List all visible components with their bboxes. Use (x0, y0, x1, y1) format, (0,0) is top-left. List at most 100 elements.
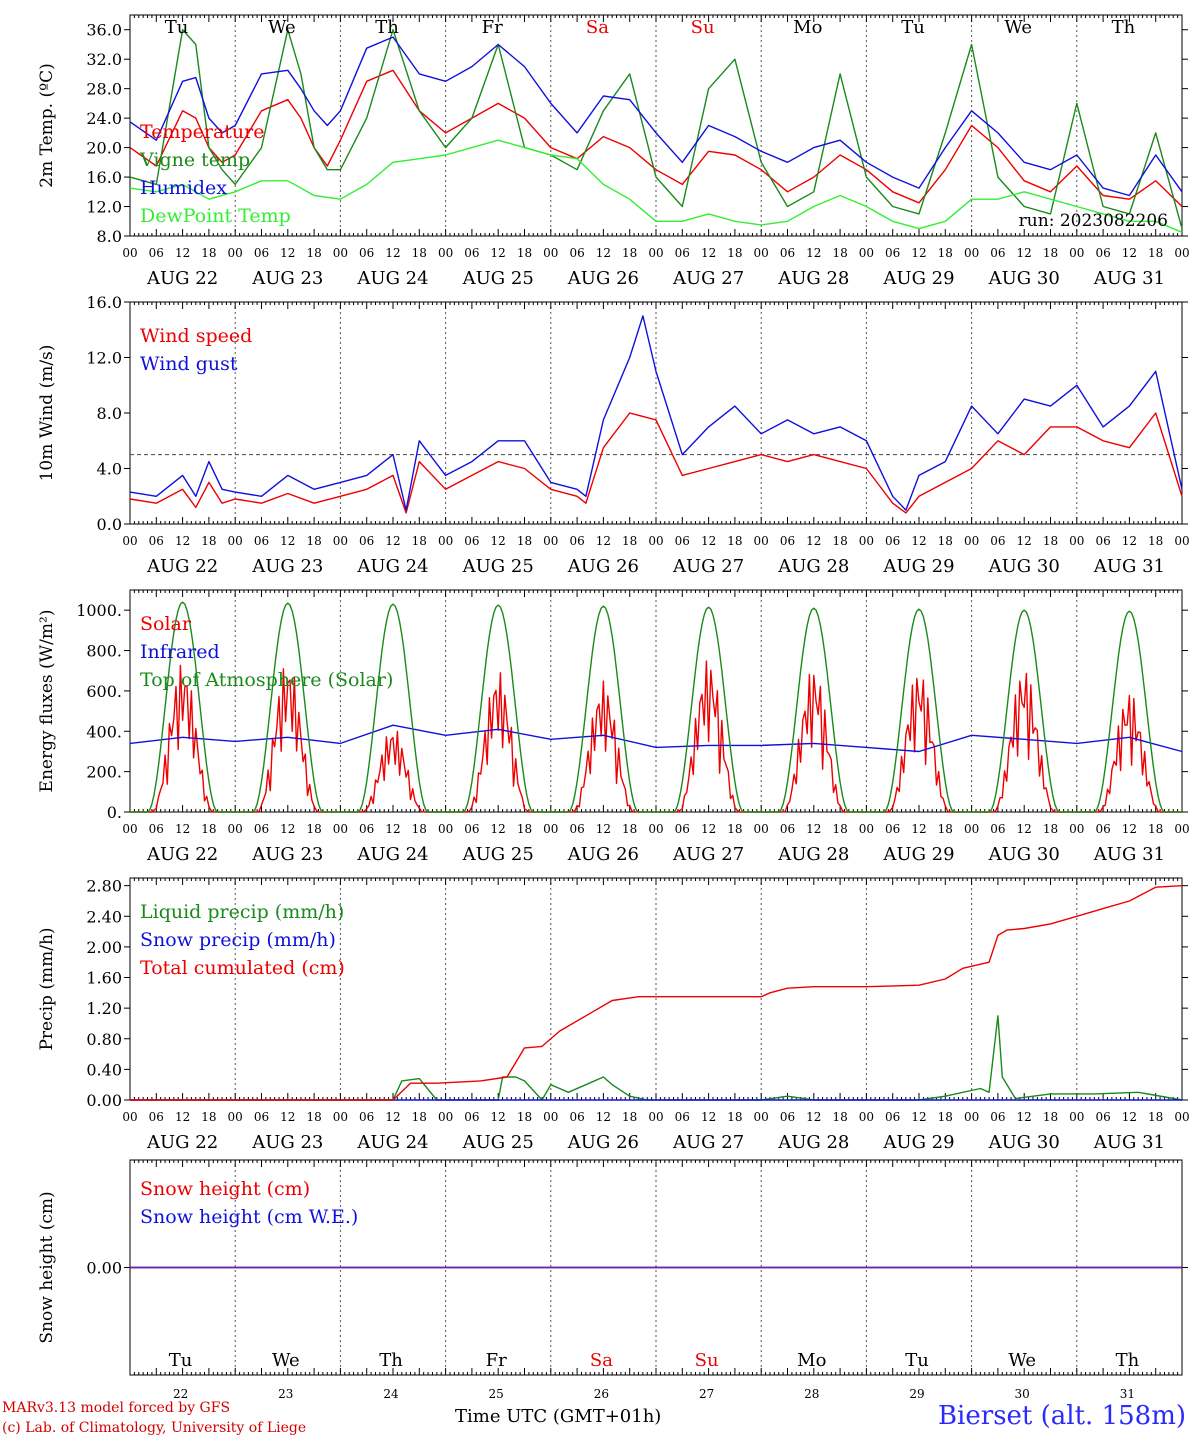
hour-tick-label: 00 (1174, 822, 1189, 836)
y-tick-label: 2.40 (86, 907, 122, 926)
y-axis-label: 2m Temp. (ºC) (37, 63, 57, 188)
hour-tick-label: 18 (201, 534, 216, 548)
station-name: Bierset (alt. 158m) (937, 1401, 1186, 1431)
hour-tick-label: 12 (280, 1110, 295, 1124)
hour-tick-label: 12 (280, 534, 295, 548)
hour-tick-label: 00 (859, 534, 874, 548)
date-label: AUG 25 (462, 844, 534, 865)
hour-tick-label: 18 (306, 246, 321, 260)
y-tick-label: 0.40 (86, 1060, 122, 1079)
hour-tick-label: 00 (859, 1110, 874, 1124)
hour-tick-label: 18 (727, 1110, 742, 1124)
day-name-bottom: Fr (486, 1350, 507, 1371)
hour-tick-label: 06 (569, 1110, 584, 1124)
hour-tick-label: 18 (622, 822, 637, 836)
y-tick-label: 2.00 (86, 938, 122, 957)
hour-tick-label: 00 (964, 534, 979, 548)
day-name-bottom: We (1008, 1350, 1036, 1371)
date-label: AUG 25 (462, 556, 534, 577)
hour-tick-label: 12 (491, 534, 506, 548)
hour-tick-label: 18 (201, 1110, 216, 1124)
hour-tick-label: 12 (280, 246, 295, 260)
y-tick-label: 20.0 (86, 139, 122, 158)
date-label: AUG 22 (146, 844, 218, 865)
day-name: Su (691, 17, 715, 38)
hour-tick-label: 06 (990, 246, 1005, 260)
y-tick-label: 0.80 (86, 1030, 122, 1049)
day-number: 23 (278, 1387, 293, 1401)
hour-tick-label: 12 (596, 534, 611, 548)
hour-tick-label: 06 (464, 822, 479, 836)
hour-tick-label: 06 (780, 1110, 795, 1124)
hour-tick-label: 18 (727, 822, 742, 836)
date-label: AUG 26 (567, 268, 639, 289)
day-number: 28 (804, 1387, 819, 1401)
hour-tick-label: 18 (1043, 822, 1058, 836)
date-label: AUG 28 (777, 268, 849, 289)
hour-tick-label: 06 (464, 534, 479, 548)
day-name: Th (1112, 17, 1136, 38)
hour-tick-label: 12 (385, 822, 400, 836)
legend-entry: Snow precip (mm/h) (140, 929, 336, 951)
hour-tick-label: 18 (412, 534, 427, 548)
hour-tick-label: 18 (622, 1110, 637, 1124)
date-label: AUG 24 (356, 1132, 428, 1153)
hour-tick-label: 00 (754, 822, 769, 836)
panel-4 (124, 877, 1188, 1101)
hour-tick-label: 12 (1017, 822, 1032, 836)
date-label: AUG 30 (988, 1132, 1060, 1153)
series-line-liquid-precip-mm-h (130, 1015, 1183, 1101)
hour-tick-label: 06 (149, 534, 164, 548)
hour-tick-label: 06 (885, 1110, 900, 1124)
hour-tick-label: 18 (727, 246, 742, 260)
hour-tick-label: 12 (806, 534, 821, 548)
date-label: AUG 23 (251, 268, 323, 289)
hour-tick-label: 06 (780, 822, 795, 836)
hour-tick-label: 06 (254, 1110, 269, 1124)
hour-tick-label: 00 (859, 246, 874, 260)
y-tick-label: 12.0 (86, 198, 122, 217)
hour-tick-label: 00 (648, 1110, 663, 1124)
date-label: AUG 27 (672, 1132, 744, 1153)
date-label: AUG 26 (567, 556, 639, 577)
y-tick-label: 0.00 (86, 1091, 122, 1110)
date-label: AUG 28 (777, 1132, 849, 1153)
hour-tick-label: 00 (1174, 1110, 1189, 1124)
hour-tick-label: 18 (622, 534, 637, 548)
hour-tick-label: 12 (175, 246, 190, 260)
hour-tick-label: 12 (911, 534, 926, 548)
hour-tick-label: 00 (228, 822, 243, 836)
hour-tick-label: 00 (333, 822, 348, 836)
day-name: Mo (793, 17, 822, 38)
date-label: AUG 22 (146, 1132, 218, 1153)
hour-tick-label: 12 (701, 822, 716, 836)
hour-tick-label: 00 (1069, 534, 1084, 548)
hour-tick-label: 18 (412, 822, 427, 836)
legend-entry: Infrared (140, 641, 220, 663)
hour-tick-label: 12 (1017, 534, 1032, 548)
lab-credit: (c) Lab. of Climatology, University of L… (2, 1420, 307, 1436)
hour-tick-label: 12 (701, 246, 716, 260)
hour-tick-label: 00 (648, 822, 663, 836)
hour-tick-label: 12 (385, 1110, 400, 1124)
hour-tick-label: 18 (517, 246, 532, 260)
hour-tick-label: 00 (964, 1110, 979, 1124)
legend-entry: Vigne temp (139, 149, 250, 171)
hour-tick-label: 06 (990, 534, 1005, 548)
hour-tick-label: 06 (1095, 822, 1110, 836)
date-label: AUG 31 (1093, 556, 1165, 577)
day-name: Th (375, 17, 399, 38)
y-tick-label: 24.0 (86, 109, 122, 128)
y-tick-label: 0. (107, 803, 122, 822)
date-label: AUG 28 (777, 844, 849, 865)
hour-tick-label: 06 (359, 534, 374, 548)
y-tick-label: 0.00 (86, 1259, 122, 1278)
hour-tick-label: 06 (464, 246, 479, 260)
hour-tick-label: 18 (1148, 246, 1163, 260)
hour-tick-label: 12 (175, 534, 190, 548)
legend-entry: Snow height (cm) (140, 1178, 310, 1200)
hour-tick-label: 18 (1043, 246, 1058, 260)
hour-tick-label: 18 (1148, 822, 1163, 836)
hour-tick-label: 12 (1122, 1110, 1137, 1124)
hour-tick-label: 12 (1122, 246, 1137, 260)
